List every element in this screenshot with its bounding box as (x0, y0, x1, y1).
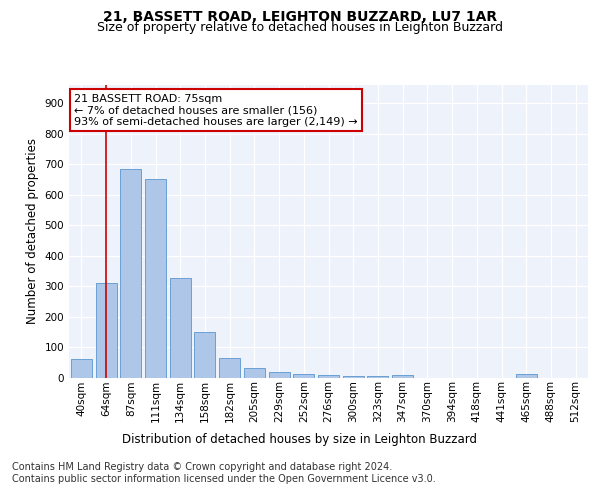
Bar (367, 376, 388, 378)
Bar (120, 170, 141, 378)
Bar (343, 376, 364, 378)
Text: Contains HM Land Registry data © Crown copyright and database right 2024.
Contai: Contains HM Land Registry data © Crown c… (12, 462, 436, 484)
Y-axis label: Number of detached properties: Number of detached properties (26, 138, 39, 324)
Bar (244, 368, 265, 378)
Text: Size of property relative to detached houses in Leighton Buzzard: Size of property relative to detached ho… (97, 21, 503, 34)
Bar (194, 332, 215, 378)
Text: Distribution of detached houses by size in Leighton Buzzard: Distribution of detached houses by size … (122, 432, 478, 446)
Bar (170, 278, 191, 378)
Bar (71, 358, 92, 378)
Bar (392, 376, 413, 378)
Bar (145, 179, 166, 378)
Text: 21, BASSETT ROAD, LEIGHTON BUZZARD, LU7 1AR: 21, BASSETT ROAD, LEIGHTON BUZZARD, LU7 … (103, 10, 497, 24)
Bar (95, 282, 116, 378)
Bar (318, 376, 339, 378)
Bar (219, 358, 240, 378)
Bar (516, 374, 537, 378)
Text: 21 BASSETT ROAD: 75sqm
← 7% of detached houses are smaller (156)
93% of semi-det: 21 BASSETT ROAD: 75sqm ← 7% of detached … (74, 94, 358, 127)
Bar (293, 374, 314, 378)
Bar (269, 372, 290, 378)
